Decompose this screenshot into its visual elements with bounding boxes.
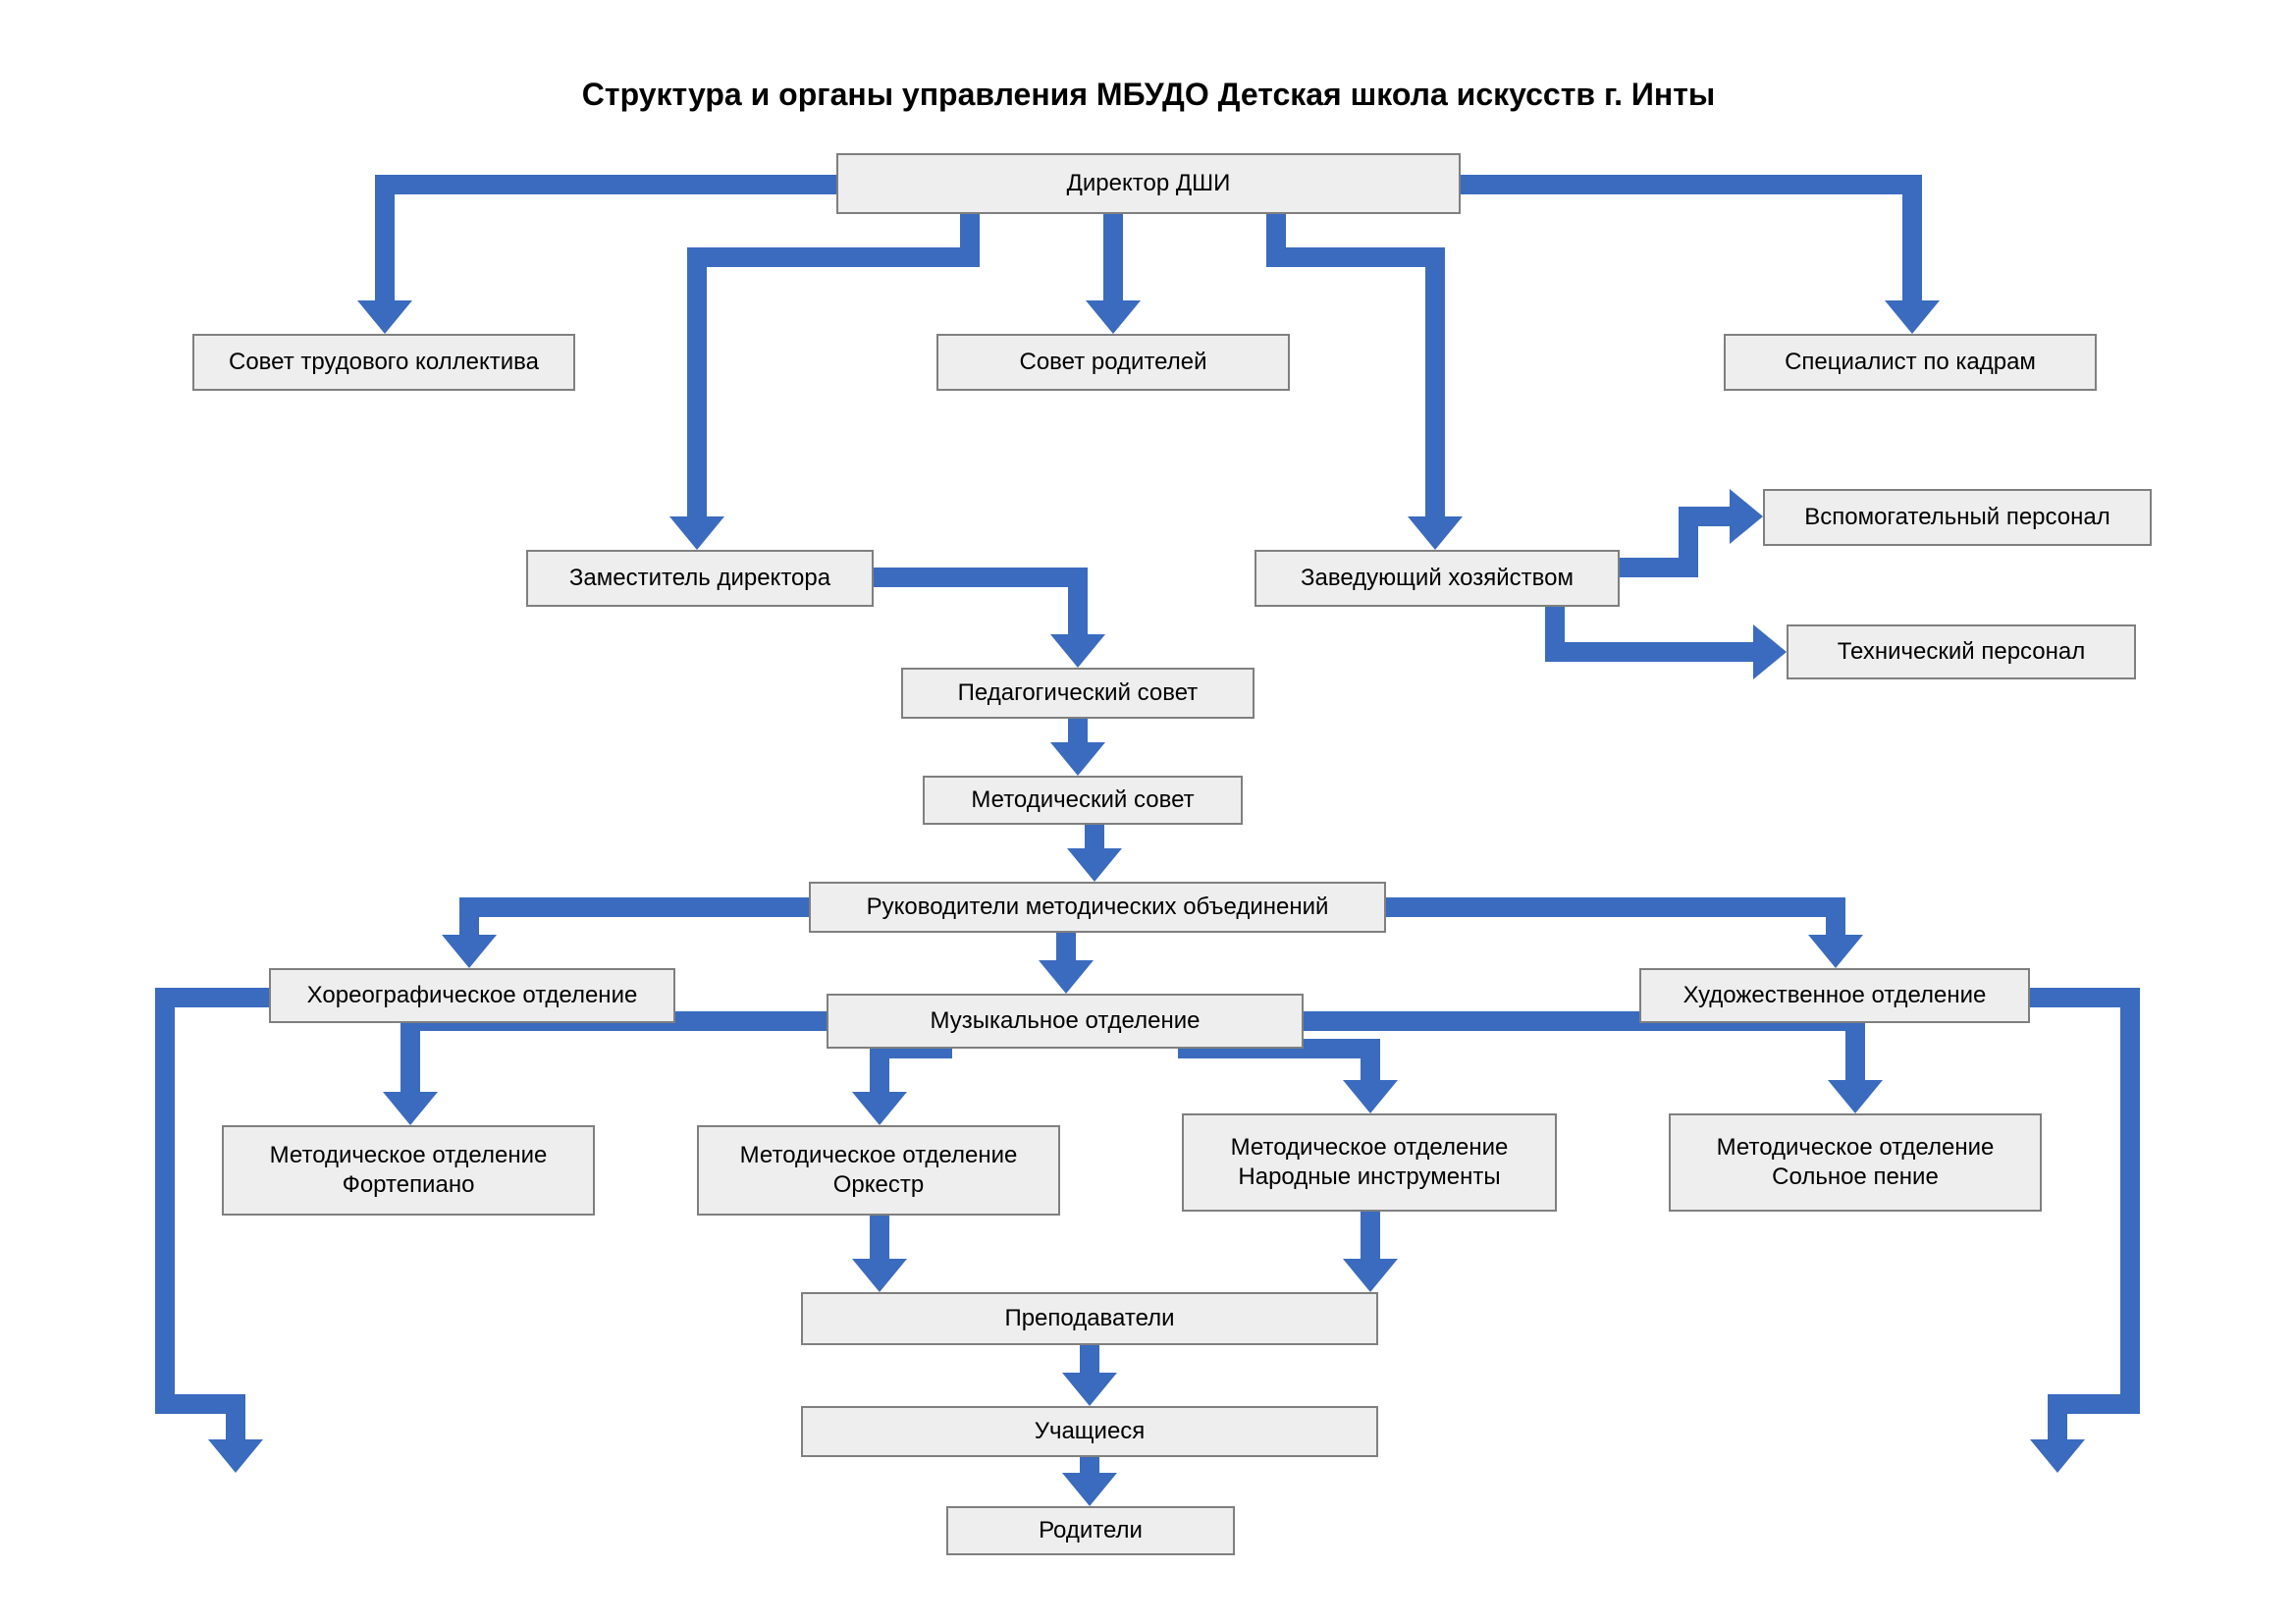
node-heads: Руководители методических объединений (809, 882, 1386, 933)
node-labor: Совет трудового коллектива (192, 334, 575, 391)
arrow-music-piano (410, 1021, 827, 1106)
node-art: Художественное отделение (1639, 968, 2030, 1023)
arrow-choreo-down (165, 998, 269, 1453)
node-hr: Специалист по кадрам (1724, 334, 2097, 391)
arrow-hh-aux (1620, 516, 1743, 568)
arrow-music-vocal (1304, 1021, 1855, 1094)
node-parents_c: Совет родителей (936, 334, 1290, 391)
diagram-title: Структура и органы управления МБУДО Детс… (510, 77, 1787, 120)
arrow-hh-tech (1555, 607, 1767, 652)
arrow-music-orch (880, 1049, 952, 1106)
arrow-dir-labor (385, 185, 836, 314)
node-m_vocal: Методическое отделение Сольное пение (1669, 1113, 2042, 1212)
flowchart-canvas: Структура и органы управления МБУДО Детс… (0, 0, 2296, 1624)
arrow-music-folk (1178, 1049, 1370, 1094)
node-aux: Вспомогательный персонал (1763, 489, 2152, 546)
node-deputy: Заместитель директора (526, 550, 874, 607)
node-students: Учащиеся (801, 1406, 1378, 1457)
arrow-art-down (2030, 998, 2130, 1453)
node-m_folk: Методическое отделение Народные инструме… (1182, 1113, 1557, 1212)
arrow-dir-hr (1461, 185, 1912, 314)
node-choreo: Хореографическое отделение (269, 968, 675, 1023)
node-teachers: Преподаватели (801, 1292, 1378, 1345)
arrow-dep-ped (874, 577, 1078, 648)
arrow-heads-choreo (469, 907, 809, 948)
arrow-dir-deputy (697, 214, 970, 530)
arrow-heads-art (1386, 907, 1836, 948)
node-music: Музыкальное отделение (827, 994, 1304, 1049)
node-parents: Родители (946, 1506, 1235, 1555)
node-tech: Технический персонал (1787, 624, 2136, 679)
node-methsovet: Методический совет (923, 776, 1243, 825)
node-m_piano: Методическое отделение Фортепиано (222, 1125, 595, 1216)
node-household: Заведующий хозяйством (1255, 550, 1620, 607)
node-m_orch: Методическое отделение Оркестр (697, 1125, 1060, 1216)
node-pedsovet: Педагогический совет (901, 668, 1255, 719)
arrow-dir-hh (1276, 214, 1435, 530)
node-director: Директор ДШИ (836, 153, 1461, 214)
